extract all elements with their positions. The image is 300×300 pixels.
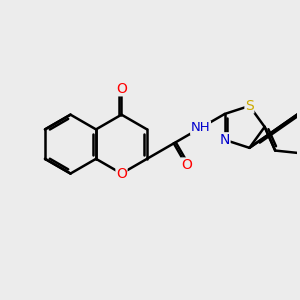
Text: O: O (116, 82, 127, 96)
Text: S: S (245, 99, 254, 113)
Text: O: O (116, 167, 127, 181)
Text: O: O (181, 158, 192, 172)
Text: N: N (220, 133, 230, 147)
Text: NH: NH (191, 122, 210, 134)
